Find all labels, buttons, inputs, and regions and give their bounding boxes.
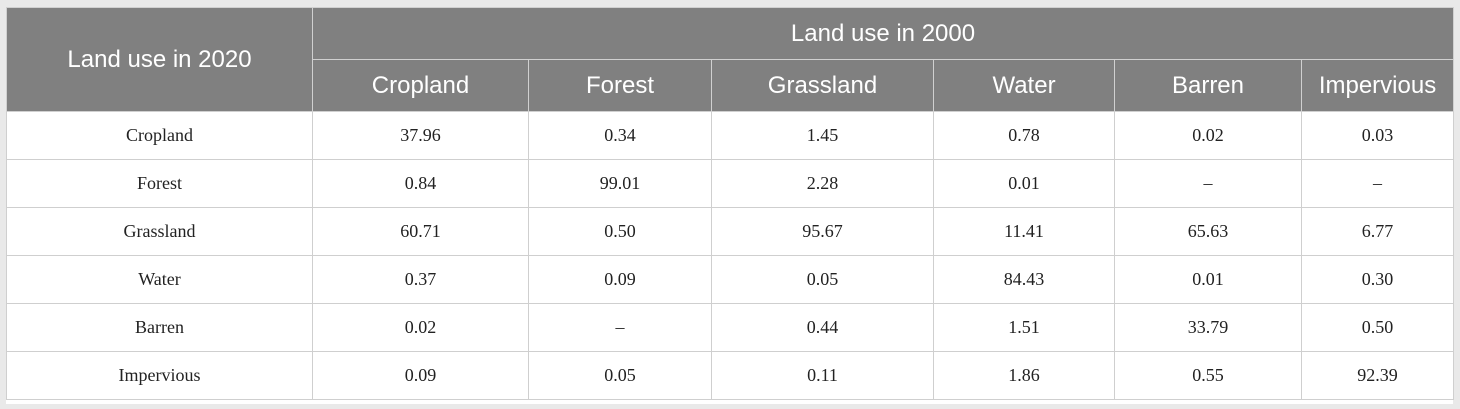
table-cell: 0.02 [312,303,529,352]
table-cell: – [1114,159,1302,208]
table-cell: 0.01 [933,159,1115,208]
table-cell: 6.77 [1300,207,1455,256]
table-row: Forest 0.84 99.01 2.28 0.01 – – [6,159,1455,208]
header-row-columns: Cropland Forest Grassland Water Barren I… [7,59,1455,112]
table-cell: 0.05 [528,351,712,400]
table-cell: 0.05 [711,255,934,304]
table-cell: – [1300,159,1455,208]
table-cell: 0.55 [1114,351,1302,400]
table-cell: 1.86 [933,351,1115,400]
table-cell: 1.51 [933,303,1115,352]
table-cell: 2.28 [711,159,934,208]
table-cell: 0.09 [312,351,529,400]
row-label: Grassland [6,207,313,256]
column-header-impervious: Impervious [1300,59,1455,112]
table-cell: 95.67 [711,207,934,256]
table-cell: 0.02 [1114,111,1302,160]
column-header-barren: Barren [1114,59,1302,112]
table-cell: 1.45 [711,111,934,160]
row-label: Cropland [6,111,313,160]
table-cell: 11.41 [933,207,1115,256]
table-cell: 92.39 [1300,351,1455,400]
row-header-title: Land use in 2020 [6,7,313,112]
table-cell: 60.71 [312,207,529,256]
land-use-transition-table-frame: Land use in 2020 Land use in 2000 Cropla… [6,7,1455,404]
table-row: Grassland 60.71 0.50 95.67 11.41 65.63 6… [6,207,1455,256]
table-cell: 0.11 [711,351,934,400]
table-cell: 0.78 [933,111,1115,160]
table-cell: 0.50 [528,207,712,256]
table-cell: 0.44 [711,303,934,352]
table-row: Water 0.37 0.09 0.05 84.43 0.01 0.30 [6,255,1455,304]
table-cell: 0.30 [1300,255,1455,304]
row-label: Barren [6,303,313,352]
table-cell: 0.09 [528,255,712,304]
row-label: Forest [6,159,313,208]
header-row-group: Land use in 2020 Land use in 2000 [6,7,1455,112]
table-cell: 0.03 [1300,111,1455,160]
table-cell: 65.63 [1114,207,1302,256]
column-header-cropland: Cropland [312,59,529,112]
table-header: Land use in 2020 Land use in 2000 Cropla… [6,7,1455,112]
table-cell: – [528,303,712,352]
column-header-water: Water [933,59,1115,112]
table-row: Impervious 0.09 0.05 0.11 1.86 0.55 92.3… [6,351,1455,400]
column-group-title: Land use in 2000 [311,7,1455,60]
table-cell: 0.37 [312,255,529,304]
table-cell: 0.01 [1114,255,1302,304]
table-cell: 33.79 [1114,303,1302,352]
table-cell: 0.84 [312,159,529,208]
table-body: Cropland 37.96 0.34 1.45 0.78 0.02 0.03 … [6,111,1455,400]
table-row: Cropland 37.96 0.34 1.45 0.78 0.02 0.03 [6,111,1455,160]
table-cell: 84.43 [933,255,1115,304]
row-label: Water [6,255,313,304]
table-cell: 0.50 [1300,303,1455,352]
table-cell: 37.96 [312,111,529,160]
land-use-transition-table: Land use in 2020 Land use in 2000 Cropla… [6,7,1455,400]
column-header-forest: Forest [528,59,712,112]
table-cell: 0.34 [528,111,712,160]
column-header-grassland: Grassland [711,59,934,112]
table-cell: 99.01 [528,159,712,208]
table-row: Barren 0.02 – 0.44 1.51 33.79 0.50 [6,303,1455,352]
row-label: Impervious [6,351,313,400]
